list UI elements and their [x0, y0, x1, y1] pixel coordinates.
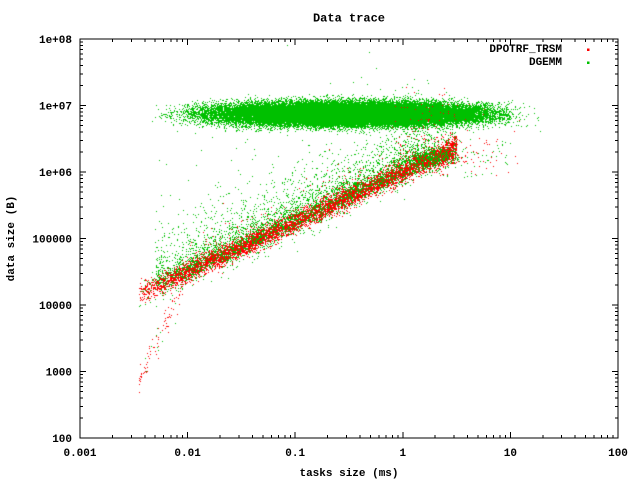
svg-text:tasks size (ms): tasks size (ms) — [299, 468, 398, 480]
svg-text:100: 100 — [608, 448, 628, 460]
svg-text:DGEMM: DGEMM — [529, 57, 562, 69]
svg-text:1e+08: 1e+08 — [39, 35, 72, 47]
svg-text:1e+06: 1e+06 — [39, 168, 72, 180]
svg-text:100000: 100000 — [32, 235, 72, 247]
svg-text:data size (B): data size (B) — [6, 196, 18, 282]
svg-text:Data trace: Data trace — [313, 12, 385, 26]
svg-text:DPOTRF_TRSM: DPOTRF_TRSM — [489, 44, 562, 56]
svg-text:10000: 10000 — [39, 301, 72, 313]
svg-text:1000: 1000 — [46, 368, 72, 380]
svg-text:100: 100 — [52, 434, 72, 446]
svg-text:1: 1 — [399, 448, 406, 460]
svg-text:0.01: 0.01 — [174, 448, 201, 460]
svg-text:0.1: 0.1 — [285, 448, 305, 460]
svg-text:0.001: 0.001 — [63, 448, 96, 460]
svg-text:10: 10 — [504, 448, 517, 460]
svg-text:1e+07: 1e+07 — [39, 102, 72, 114]
